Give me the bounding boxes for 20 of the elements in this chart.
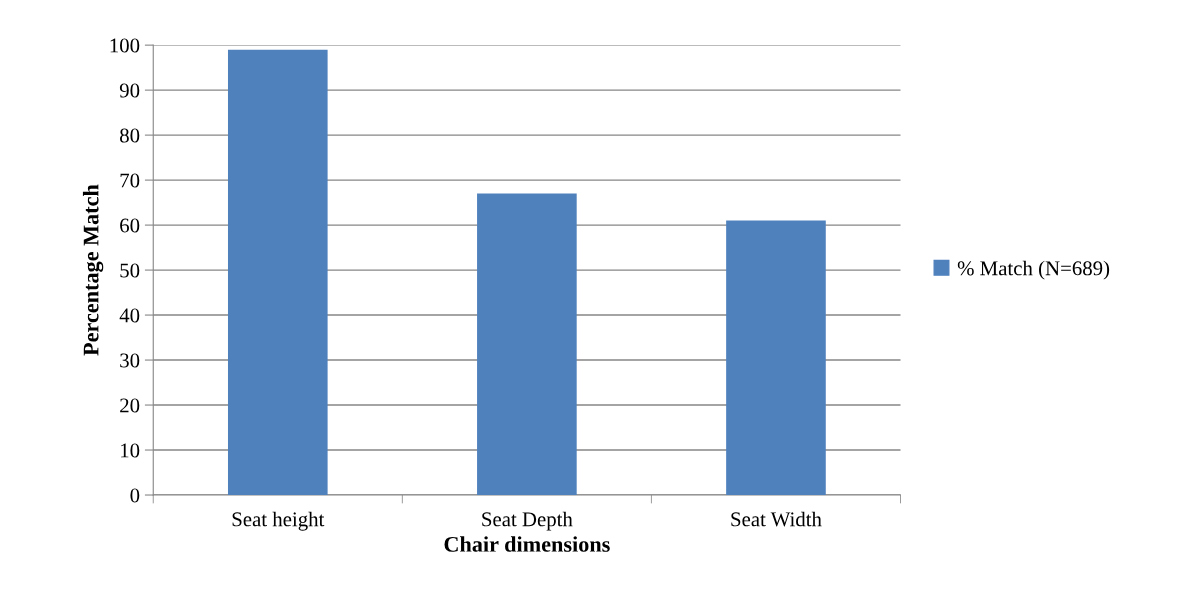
y-tick-label: 30 [120, 353, 140, 368]
y-tick-label: 0 [130, 488, 140, 503]
y-tick-label: 50 [120, 263, 140, 278]
y-tick-label: 100 [110, 38, 140, 53]
y-axis-title: Percentage Match [82, 184, 104, 356]
y-tick-label: 80 [120, 128, 140, 143]
x-tick-label: Seat Width [731, 511, 822, 527]
x-tick-label: Seat height [232, 511, 325, 531]
y-tick-label: 10 [121, 443, 140, 458]
legend-label: % Match (N=689) [957, 260, 1110, 280]
y-tick-label: 20 [120, 398, 140, 413]
y-tick-label: 70 [120, 173, 140, 188]
bar [227, 49, 328, 496]
y-tick-label: 40 [119, 308, 140, 323]
x-tick-label: Seat Depth [482, 511, 573, 531]
x-axis-title: Chair dimensions [444, 536, 610, 552]
y-tick-label: 60 [120, 218, 140, 233]
y-tick-label: 90 [119, 83, 140, 98]
bar [726, 220, 826, 496]
bar [477, 193, 577, 496]
